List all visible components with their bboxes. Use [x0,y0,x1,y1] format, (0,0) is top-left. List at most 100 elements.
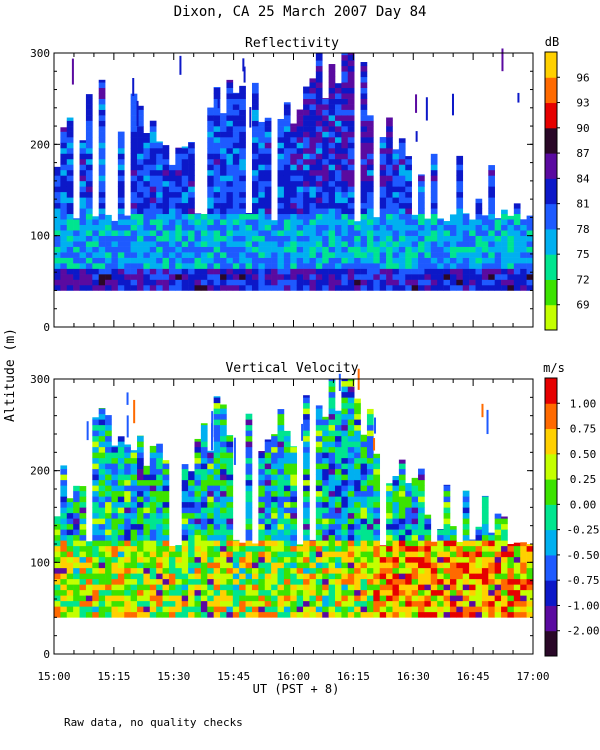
heatmap-cell [60,567,68,574]
heatmap-cell [226,164,234,171]
heatmap-cell [105,611,112,618]
heatmap-cell [513,551,521,558]
heatmap-cell [386,551,393,558]
heatmap-cell [130,230,138,236]
colorbar-tick-label: 75 [576,248,589,261]
heatmap-cell [405,175,412,182]
heatmap-cell [232,180,240,187]
heatmap-cell [226,556,234,563]
heatmap-cell [226,208,234,215]
heatmap-cell [232,186,240,193]
heatmap-cell [347,595,355,602]
heatmap-cell [130,104,138,110]
heatmap-cell [283,562,291,569]
heatmap-cell [156,474,163,481]
heatmap-cell [239,542,246,547]
heatmap-cell [481,540,489,547]
heatmap-cell [360,241,368,247]
heatmap-cell [181,534,189,541]
heatmap-cell [360,191,368,198]
heatmap-cell [162,169,170,176]
heatmap-cell [149,545,157,552]
heatmap-cell [283,446,291,453]
heatmap-cell [194,573,202,580]
heatmap-cell [315,441,323,448]
heatmap-cell [220,611,227,618]
heatmap-cell [251,126,259,132]
heatmap-cell [386,274,393,280]
heatmap-cell [277,490,285,497]
heatmap-cell [226,257,234,264]
heatmap-cell [481,215,489,220]
heatmap-cell [220,441,227,448]
heatmap-cell [405,545,412,552]
heatmap-cell [392,584,400,591]
heatmap-cell [520,241,527,247]
heatmap-cell [328,137,336,143]
heatmap-cell [181,246,189,253]
heatmap-cell [379,573,387,580]
heatmap-cell [335,263,342,269]
heatmap-cell [373,241,381,247]
heatmap-cell [424,556,432,563]
heatmap-cell [526,611,534,618]
heatmap-cell [373,567,381,574]
heatmap-cell [54,213,61,220]
heatmap-cell [258,534,266,541]
heatmap-cell [379,274,387,280]
heatmap-cell [92,485,100,492]
heatmap-cell [283,600,291,607]
heatmap-cell [156,186,163,193]
heatmap-cell [226,191,234,198]
heatmap-cell [481,573,489,580]
heatmap-cell [373,219,381,226]
heatmap-cell [398,463,406,470]
heatmap-cell [424,567,432,574]
heatmap-cell [105,507,112,514]
heatmap-cell [264,534,272,541]
heatmap-cell [264,584,272,591]
heatmap-cell [117,490,125,497]
heatmap-cell [258,191,266,198]
heatmap-cell [277,474,285,481]
heatmap-cell [347,120,355,127]
heatmap-cell [341,578,349,585]
heatmap-cell [245,606,253,613]
heatmap-cell [232,202,240,209]
heatmap-cell [328,501,336,508]
heatmap-cell [149,202,157,209]
heatmap-cell [277,230,285,236]
heatmap-cell [239,219,246,226]
heatmap-cell [296,147,304,154]
heatmap-cell [200,430,208,437]
heatmap-cell [322,131,329,138]
heatmap-cell [162,246,170,253]
heatmap-cell [188,257,195,264]
heatmap-cell [277,518,285,525]
heatmap-cell [271,595,278,602]
heatmap-cell [456,230,464,236]
heatmap-cell [501,611,508,618]
heatmap-cell [475,595,483,602]
heatmap-cell [398,459,406,464]
heatmap-cell [117,175,125,182]
heatmap-cell [418,545,425,552]
heatmap-cell [181,268,189,275]
heatmap-cell [309,589,317,596]
heatmap-cell [309,109,317,116]
heatmap-cell [85,246,93,253]
heatmap-cell [111,584,119,591]
heatmap-cell [66,180,74,187]
heatmap-cell [366,529,374,536]
heatmap-cell [271,263,278,269]
heatmap-cell [526,573,534,580]
heatmap-cell [411,551,419,558]
heatmap-cell [156,463,163,470]
heatmap-cell [149,263,157,269]
heatmap-cell [226,274,234,280]
heatmap-cell [360,490,368,497]
heatmap-cell [111,545,119,552]
heatmap-cell [283,507,291,514]
heatmap-cell [60,219,68,226]
heatmap-cell [526,284,534,291]
